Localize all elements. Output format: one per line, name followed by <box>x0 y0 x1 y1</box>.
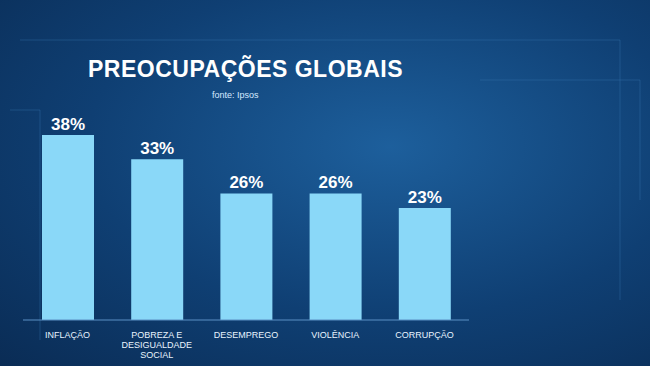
svg-text:26%: 26% <box>229 173 263 192</box>
svg-text:DESEMPREGO: DESEMPREGO <box>214 330 279 340</box>
svg-text:POBREZA EDESIGUALDADESOCIAL: POBREZA EDESIGUALDADESOCIAL <box>122 330 193 360</box>
svg-text:38%: 38% <box>51 115 85 134</box>
html-text:fonte: Ipsos: fonte: Ipsos <box>212 90 259 100</box>
svg-text:VIOLÊNCIA: VIOLÊNCIA <box>311 330 359 340</box>
svg-text:33%: 33% <box>140 139 174 158</box>
svg-text:23%: 23% <box>408 188 442 207</box>
html-text:PREOCUPAÇÕES GLOBAIS: PREOCUPAÇÕES GLOBAIS <box>88 56 403 82</box>
svg-text:CORRUPÇÃO: CORRUPÇÃO <box>395 330 454 340</box>
svg-text:26%: 26% <box>319 173 353 192</box>
svg-text:INFLAÇÃO: INFLAÇÃO <box>45 330 90 340</box>
